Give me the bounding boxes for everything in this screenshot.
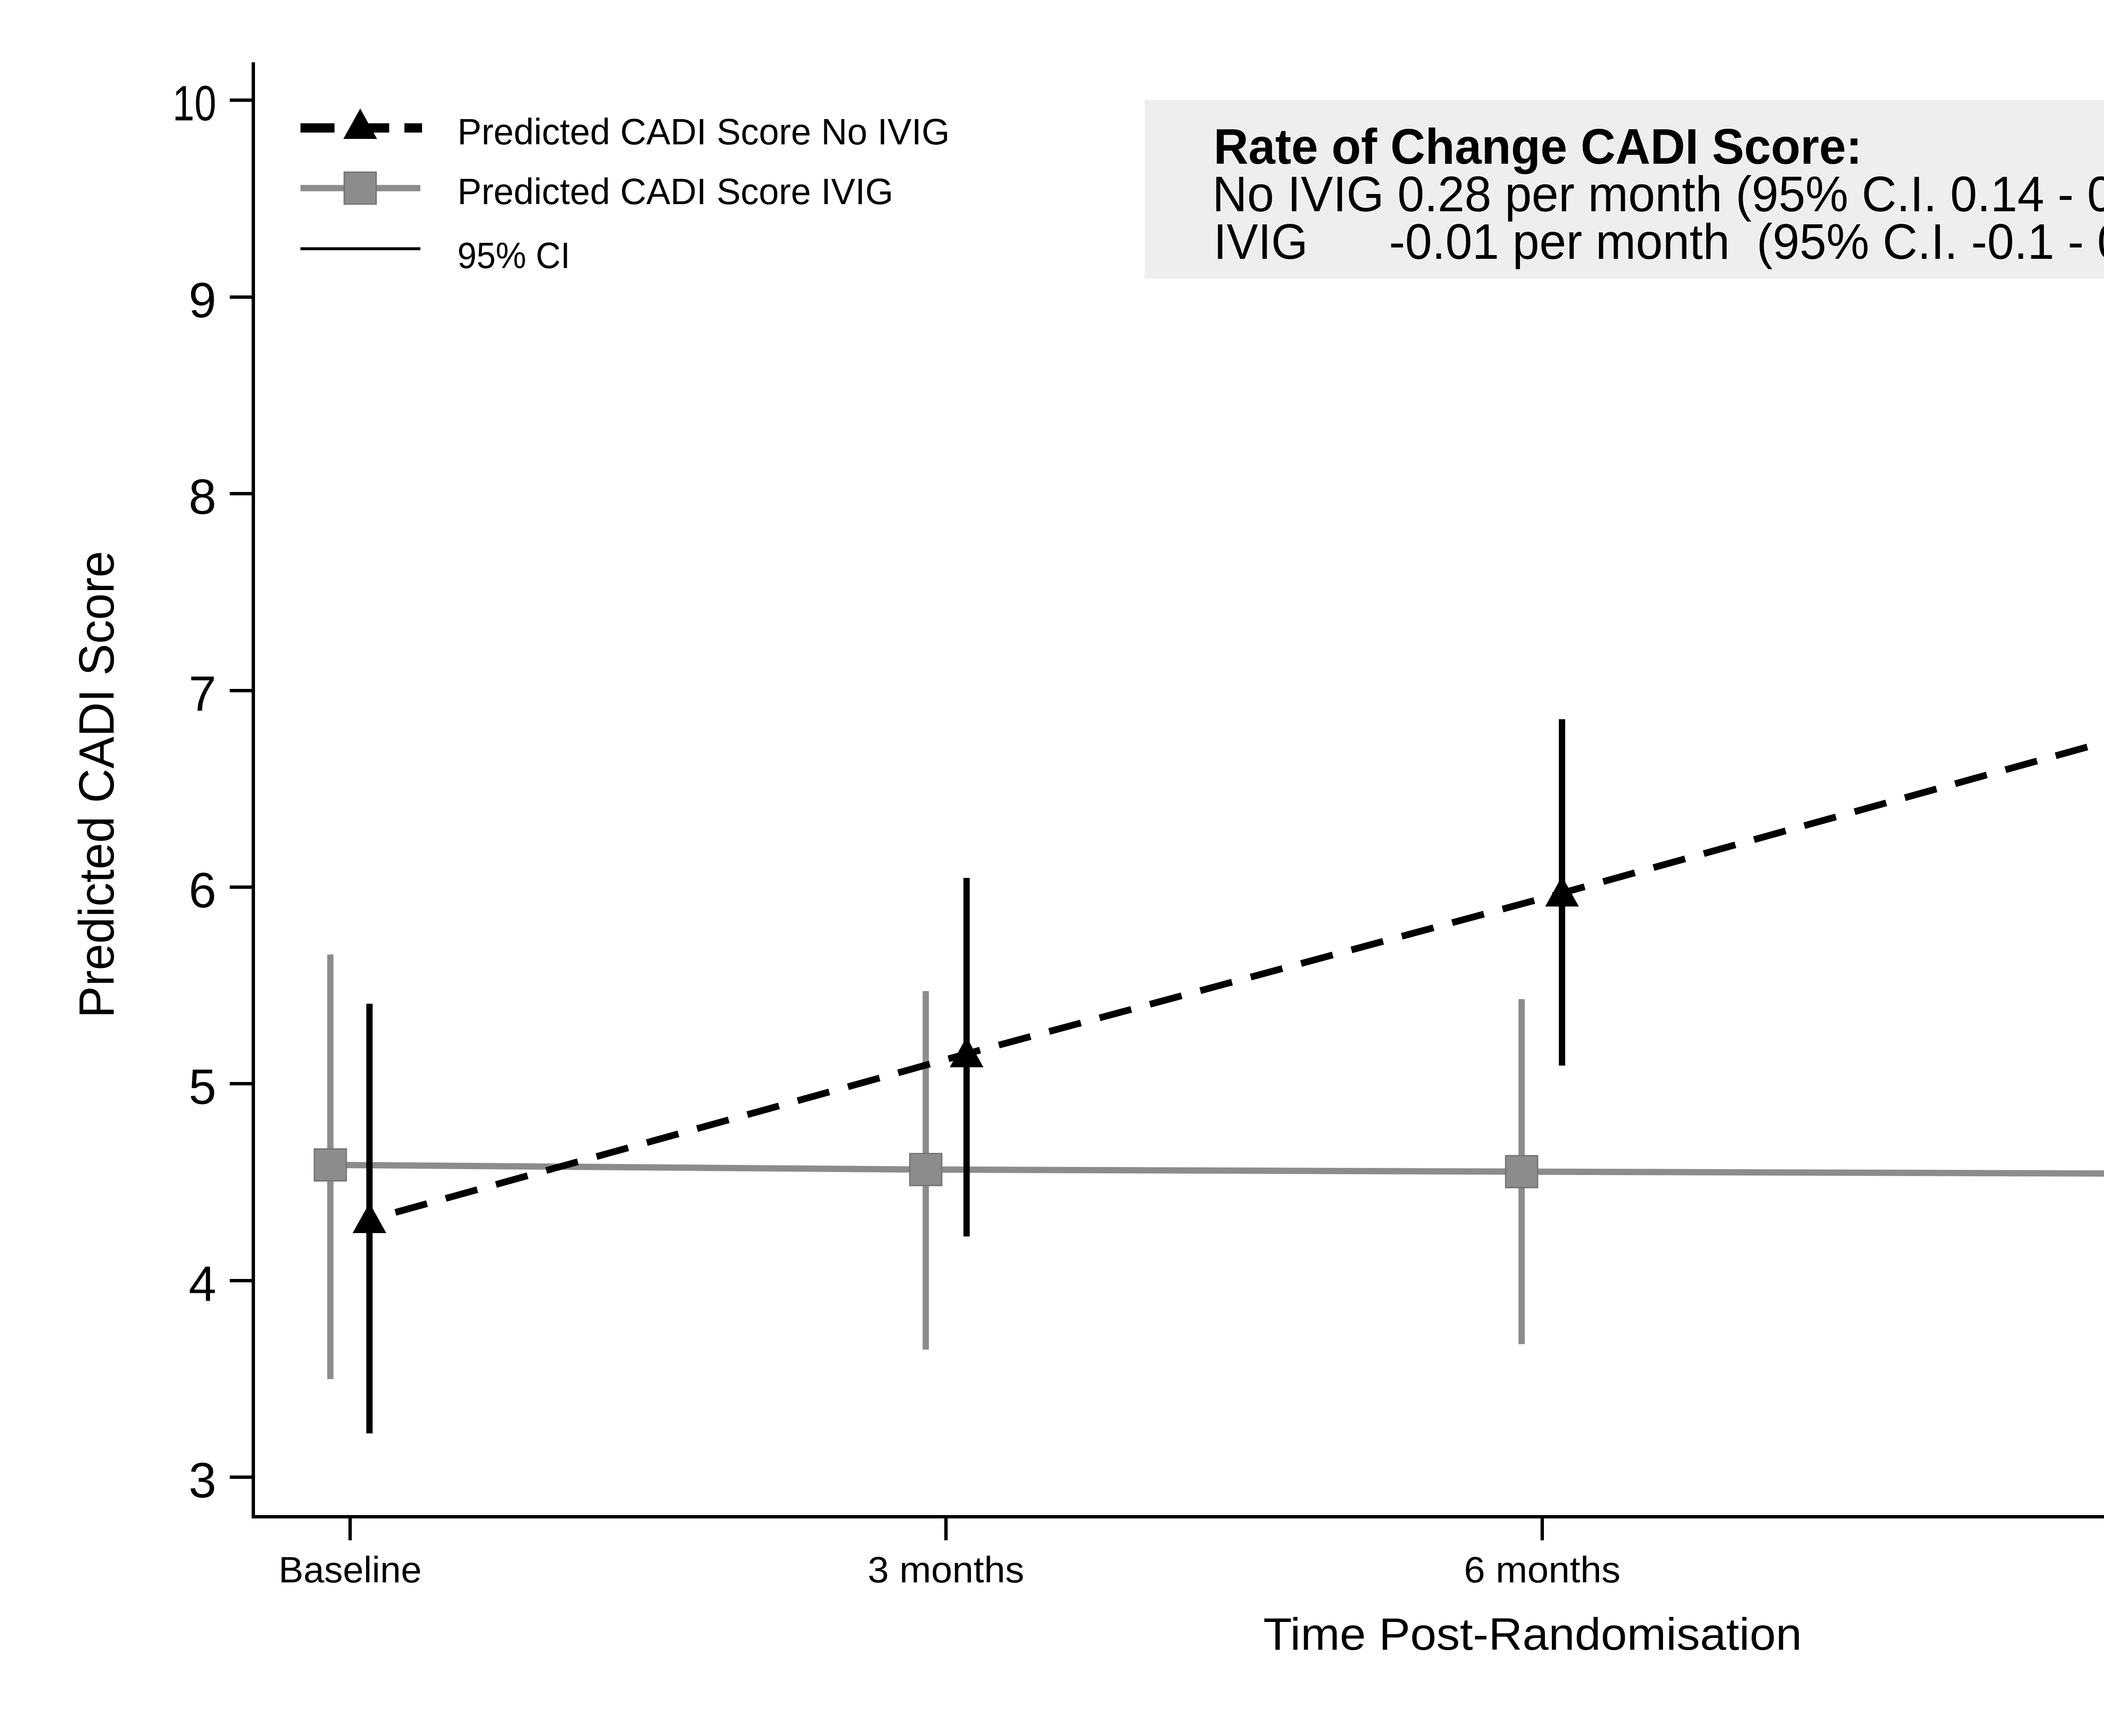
svg-text:6 months: 6 months <box>1464 1550 1621 1590</box>
svg-text:9: 9 <box>189 273 216 328</box>
svg-text:7: 7 <box>189 666 216 722</box>
svg-text:Time Post-Randomisation: Time Post-Randomisation <box>1263 1608 1802 1659</box>
svg-text:Rate of Change CADI Score:: Rate of Change CADI Score: <box>1214 119 1862 175</box>
svg-text:IVIG: IVIG <box>1214 214 1308 270</box>
svg-text:95% CI: 95% CI <box>457 235 570 276</box>
svg-text:No IVIG 0.28 per month (95% C.: No IVIG 0.28 per month (95% C.I. 0.14 - … <box>1212 166 2104 222</box>
svg-text:Baseline: Baseline <box>279 1550 422 1590</box>
svg-text:Predicted CADI Score No IVIG: Predicted CADI Score No IVIG <box>457 112 950 152</box>
svg-text:5: 5 <box>189 1059 216 1115</box>
svg-text:10: 10 <box>173 76 216 131</box>
svg-text:8: 8 <box>189 469 216 525</box>
svg-text:-0.01 per month (95% C.I. -0.: -0.01 per month (95% C.I. -0.1 - 0.22, p… <box>1389 214 2104 270</box>
svg-text:Predicted CADI Score IVIG: Predicted CADI Score IVIG <box>457 171 893 212</box>
svg-text:4: 4 <box>189 1256 216 1312</box>
svg-text:3 months: 3 months <box>868 1550 1024 1590</box>
svg-text:6: 6 <box>189 863 216 918</box>
svg-text:Predicted CADI Score: Predicted CADI Score <box>69 551 125 1018</box>
svg-text:3: 3 <box>189 1453 216 1508</box>
